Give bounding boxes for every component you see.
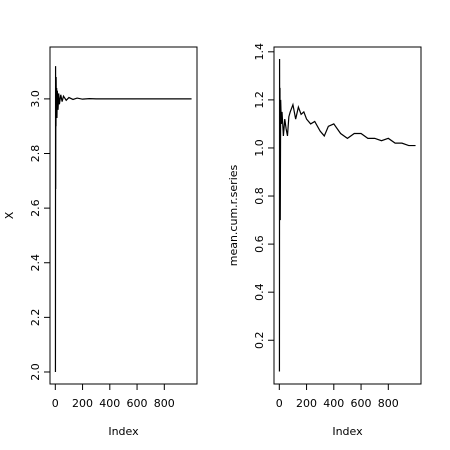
x-tick-label: 600 [351, 397, 372, 410]
x-tick-label: 800 [378, 397, 399, 410]
y-tick-label: 1.2 [253, 91, 266, 109]
x-tick-label: 200 [72, 397, 93, 410]
y-tick-label: 2.8 [29, 145, 42, 163]
plot-frame [49, 46, 198, 385]
y-tick-label: 0.4 [253, 283, 266, 301]
plot-frame [273, 46, 422, 385]
y-tick-label: 1.4 [253, 43, 266, 61]
y-tick-label: 2.4 [29, 254, 42, 272]
x-tick-label: 400 [323, 397, 344, 410]
x-axis-label: Index [332, 425, 363, 438]
x-tick-label: 800 [154, 397, 175, 410]
x-tick-label: 0 [276, 397, 283, 410]
y-tick-label: 2.6 [29, 199, 42, 217]
y-tick-label: 2.0 [29, 363, 42, 381]
y-tick-label: 3.0 [29, 90, 42, 108]
data-line [54, 66, 192, 372]
y-tick-label: 1.0 [253, 139, 266, 157]
y-tick-label: 0.2 [253, 332, 266, 350]
x-axis-label: Index [108, 425, 139, 438]
y-tick-label: 0.6 [253, 235, 266, 253]
y-tick-label: 2.2 [29, 309, 42, 327]
y-axis-label: mean.cum.r.series [227, 164, 240, 266]
x-tick-label: 200 [296, 397, 317, 410]
y-axis-label: X [3, 211, 16, 219]
data-line [278, 59, 416, 372]
x-tick-label: 400 [99, 397, 120, 410]
x-tick-label: 600 [127, 397, 148, 410]
x-tick-label: 0 [52, 397, 59, 410]
y-tick-label: 0.8 [253, 187, 266, 205]
